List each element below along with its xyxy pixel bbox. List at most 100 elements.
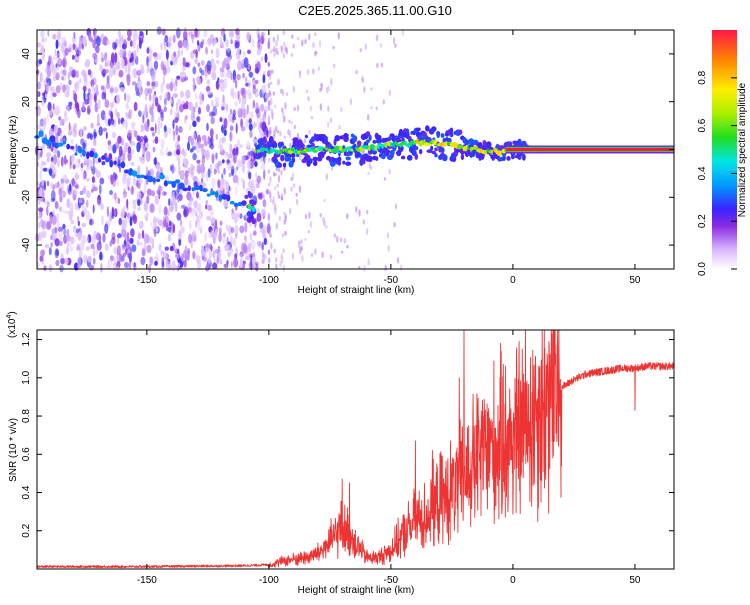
noise-speck: [189, 200, 193, 206]
noise-speck: [38, 212, 41, 218]
noise-speck: [255, 261, 259, 266]
noise-speck: [282, 52, 286, 59]
track-halo: [368, 134, 372, 141]
noise-speck: [261, 208, 266, 218]
spectrogram-x-tick-label: -150: [137, 275, 157, 286]
noise-speck: [289, 207, 292, 215]
noise-speck: [75, 70, 79, 79]
noise-speck: [165, 146, 169, 158]
noise-speck: [77, 215, 80, 223]
noise-speck: [141, 229, 145, 239]
noise-speck: [346, 244, 349, 249]
noise-speck: [228, 225, 233, 236]
noise-speck: [134, 32, 139, 38]
noise-speck: [304, 238, 307, 241]
noise-speck: [163, 206, 168, 216]
noise-speck: [113, 256, 116, 267]
noise-speck: [293, 106, 296, 112]
noise-speck: [308, 211, 311, 220]
noise-speck: [150, 117, 155, 123]
track-halo: [251, 200, 257, 206]
noise-speck: [59, 240, 63, 246]
noise-speck: [167, 151, 172, 157]
noise-speck: [169, 165, 173, 172]
noise-speck: [90, 122, 94, 129]
noise-speck: [179, 71, 183, 80]
noise-speck: [290, 177, 293, 182]
track-halo: [342, 145, 346, 150]
noise-speck: [136, 44, 139, 53]
noise-speck: [57, 28, 62, 39]
track-halo: [372, 149, 377, 155]
noise-speck: [375, 106, 378, 111]
noise-speck: [264, 92, 270, 100]
colorbar-gradient: [712, 30, 737, 269]
noise-speck: [240, 118, 244, 128]
noise-speck: [252, 230, 257, 236]
noise-speck: [80, 162, 84, 168]
noise-speck: [48, 109, 53, 116]
noise-speck: [257, 39, 261, 50]
noise-speck: [68, 122, 71, 131]
noise-speck: [327, 122, 330, 128]
noise-speck: [117, 233, 122, 239]
noise-speck: [61, 36, 67, 45]
noise-speck: [172, 34, 176, 44]
noise-speck: [128, 109, 131, 119]
noise-speck: [130, 161, 135, 166]
noise-speck: [52, 56, 57, 61]
noise-speck: [58, 187, 63, 197]
track-cell: [233, 202, 239, 208]
noise-speck: [239, 213, 243, 219]
noise-speck: [86, 177, 90, 182]
noise-speck: [180, 49, 183, 56]
noise-speck: [82, 101, 85, 112]
noise-speck: [230, 261, 233, 268]
noise-speck: [50, 242, 53, 248]
track-cell: [156, 178, 161, 182]
noise-speck: [158, 243, 162, 252]
noise-speck: [210, 49, 213, 54]
noise-speck: [267, 82, 271, 89]
noise-speck: [64, 47, 69, 56]
noise-speck: [320, 82, 323, 87]
noise-speck: [94, 102, 99, 113]
noise-speck: [192, 250, 196, 260]
noise-speck: [74, 56, 80, 61]
noise-speck: [256, 240, 262, 247]
noise-speck: [151, 81, 156, 87]
noise-speck: [184, 177, 189, 186]
noise-speck: [268, 257, 271, 264]
noise-speck: [149, 49, 153, 57]
noise-speck: [298, 70, 302, 75]
noise-speck: [253, 120, 256, 129]
noise-speck: [209, 137, 213, 143]
noise-speck: [273, 133, 276, 139]
track-cell: [202, 188, 208, 193]
noise-speck: [167, 233, 171, 242]
noise-speck: [139, 135, 144, 143]
track-cell: [105, 157, 110, 163]
noise-speck: [187, 141, 190, 151]
noise-speck: [268, 41, 271, 46]
noise-speck: [83, 185, 87, 195]
noise-speck: [74, 99, 78, 109]
noise-speck: [48, 55, 51, 67]
noise-speck: [284, 102, 287, 110]
noise-speck: [205, 247, 210, 253]
noise-speck: [44, 244, 50, 248]
noise-speck: [237, 108, 243, 119]
noise-speck: [206, 79, 211, 85]
noise-speck: [109, 189, 113, 196]
noise-speck: [139, 30, 143, 37]
noise-speck: [309, 105, 313, 112]
noise-speck: [269, 176, 272, 183]
noise-speck: [290, 186, 293, 192]
snr-y-tick-label: 1.0: [21, 370, 32, 384]
noise-speck: [235, 146, 239, 156]
noise-speck: [49, 214, 53, 226]
noise-speck: [226, 182, 229, 191]
noise-speck: [56, 58, 62, 65]
noise-speck: [116, 245, 121, 255]
noise-speck: [92, 155, 95, 166]
